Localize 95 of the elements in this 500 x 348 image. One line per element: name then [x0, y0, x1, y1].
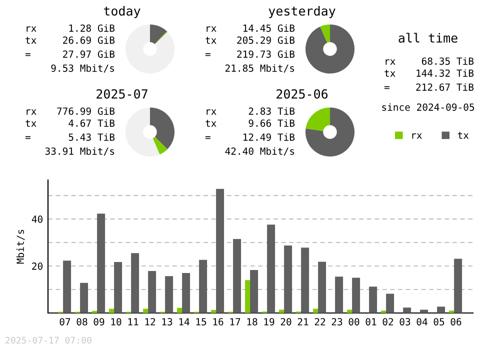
y-axis-title: Mbit/s: [16, 230, 25, 264]
bar: [313, 308, 318, 313]
bar: [131, 253, 140, 313]
text: = 12.49 TiB: [205, 133, 295, 141]
chart-title: 2025-06: [276, 89, 328, 99]
text: 42.40 Mbit/s: [225, 147, 294, 156]
bar: [148, 270, 156, 313]
x-tick-label: 09: [94, 318, 104, 326]
bar: [403, 308, 412, 313]
bar: [420, 310, 428, 313]
x-tick-label: 02: [382, 318, 394, 326]
legend-label: rx: [412, 133, 422, 139]
x-tick-label: 20: [280, 318, 292, 326]
donut-slice: [150, 24, 167, 44]
donut-slice: [125, 107, 160, 157]
text: 21.85 Mbit/s: [225, 64, 294, 73]
text: = 219.73 GiB: [205, 50, 295, 58]
donut-slice: [150, 107, 175, 150]
donut-slice: [154, 31, 168, 44]
x-tick-label: 08: [76, 318, 88, 326]
text: 33.91 Mbit/s: [45, 147, 114, 156]
text: = 212.67 TiB: [384, 83, 474, 91]
donut-slice: [152, 136, 168, 154]
x-tick-label: 06: [450, 318, 462, 326]
y-tick-label: 40: [32, 216, 43, 223]
bar: [109, 308, 114, 313]
bar: [233, 238, 242, 313]
chart-title: yesterday: [268, 6, 336, 18]
bar: [352, 278, 360, 313]
bar: [279, 310, 284, 313]
x-tick-label: 05: [434, 318, 444, 326]
x-tick-label: 23: [332, 318, 342, 326]
bar: [318, 262, 326, 313]
bar: [347, 310, 352, 313]
bar: [177, 308, 182, 313]
text: rx 14.45 GiB: [206, 24, 295, 32]
legend-label: tx: [458, 132, 469, 139]
donut-slice: [305, 107, 355, 157]
text: rx 776.99 GiB: [26, 107, 115, 115]
x-tick-label: 21: [298, 318, 308, 326]
x-tick-label: 11: [128, 318, 138, 326]
x-tick-label: 10: [111, 318, 122, 326]
text: tx 144.32 TiB: [384, 69, 474, 77]
bar: [386, 294, 394, 313]
text: tx 26.69 GiB: [26, 36, 115, 44]
chart-title: today: [104, 6, 140, 18]
bar: [335, 276, 344, 313]
text: rx 1.28 GiB: [26, 24, 115, 32]
text: rx 68.35 TiB: [386, 57, 474, 65]
x-tick-label: 19: [264, 318, 274, 326]
text: tx 4.67 TiB: [26, 119, 115, 127]
text: 9.53 Mbit/s: [51, 64, 114, 73]
x-tick-label: 15: [196, 318, 206, 326]
x-tick-label: 01: [366, 318, 376, 326]
x-tick-label: 14: [179, 318, 190, 326]
x-tick-label: 13: [162, 318, 172, 326]
text: tx 205.29 GiB: [206, 36, 295, 44]
text: = 27.97 GiB: [25, 50, 115, 58]
x-tick-label: 17: [230, 318, 240, 326]
x-tick-label: 16: [213, 318, 224, 326]
donut-slice: [125, 24, 175, 74]
bar: [250, 270, 258, 313]
bar: [63, 260, 72, 313]
text: tx 9.66 TiB: [206, 119, 295, 127]
bar: [165, 276, 174, 313]
chart-title: 2025-07: [96, 89, 148, 99]
bar: [143, 308, 148, 313]
bar: [301, 248, 310, 313]
donut-slice: [306, 107, 330, 132]
bar: [245, 280, 250, 313]
bar: [182, 273, 190, 313]
text: = 5.43 TiB: [25, 133, 115, 141]
text: all time: [398, 32, 458, 43]
bar: [454, 258, 462, 313]
text: since 2024-09-05: [382, 103, 474, 111]
bar: [437, 306, 446, 313]
donut-slice: [320, 24, 330, 43]
x-tick-label: 18: [247, 318, 258, 326]
bar: [369, 286, 378, 313]
x-tick-label: 12: [145, 318, 156, 326]
donut-slice: [305, 24, 355, 74]
x-tick-label: 22: [314, 318, 326, 326]
bar: [216, 188, 224, 313]
bar: [267, 224, 276, 313]
bar: [114, 262, 122, 313]
bar: [97, 214, 106, 313]
x-tick-label: 07: [60, 318, 70, 326]
bar: [80, 282, 88, 313]
bar: [211, 310, 216, 313]
bar: [199, 260, 208, 313]
x-tick-label: 04: [416, 318, 428, 326]
x-tick-label: 00: [348, 318, 360, 326]
bar: [284, 246, 292, 313]
x-tick-label: 03: [400, 318, 410, 326]
text: rx 2.83 TiB: [206, 107, 295, 115]
